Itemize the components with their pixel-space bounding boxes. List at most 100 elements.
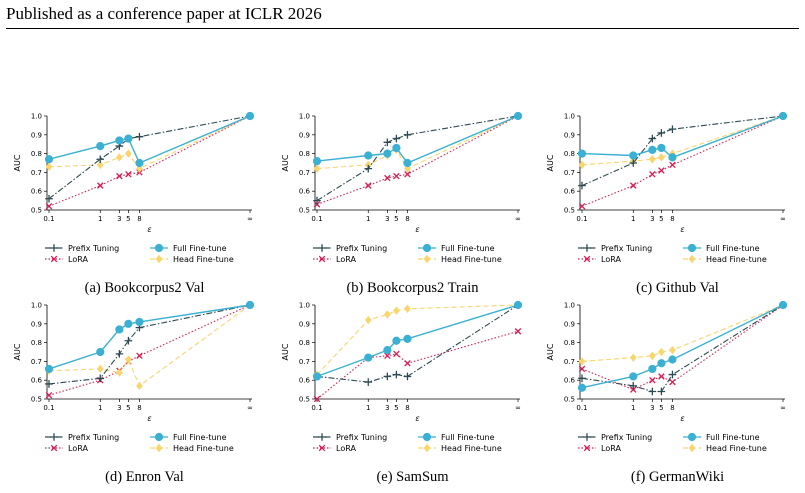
series-lora	[45, 301, 254, 399]
x-tick-label: 3	[385, 404, 389, 412]
y-tick-label: 0.7	[564, 358, 575, 366]
series-line	[48, 115, 251, 170]
marker-plus	[578, 181, 586, 190]
marker-x	[583, 255, 591, 263]
marker-plus	[578, 374, 586, 383]
marker-x	[125, 171, 132, 178]
legend-label: Head Fine-tune	[706, 444, 767, 453]
marker-plus	[629, 382, 638, 390]
y-tick-label: 0.7	[564, 169, 575, 177]
marker-x	[649, 376, 656, 384]
series-head-fine-tune	[578, 300, 787, 366]
series-line	[48, 304, 251, 396]
y-axis-label: AUC	[281, 343, 290, 360]
x-tick-label: 5	[659, 215, 663, 223]
marker-x	[404, 171, 411, 178]
y-tick-label: 0.9	[564, 131, 575, 139]
x-tick-label: 1	[366, 215, 370, 223]
marker-diamond	[45, 162, 53, 171]
marker-circle	[115, 136, 124, 145]
marker-x	[318, 444, 326, 452]
marker-diamond	[669, 345, 676, 355]
marker-plus	[629, 159, 638, 167]
legend-entry: LoRA	[45, 255, 88, 264]
marker-circle	[115, 325, 124, 334]
legend: Prefix Tuning Full Fine-tune LoRA Head Fine…	[45, 432, 234, 453]
x-tick-label: 1	[366, 404, 370, 412]
y-axis-label: AUC	[13, 343, 22, 360]
x-tick-label: 8	[137, 404, 141, 412]
x-tick-label: 0.1	[311, 404, 322, 412]
marker-diamond	[688, 443, 696, 453]
marker-plus	[648, 387, 657, 396]
marker-diamond	[364, 315, 372, 325]
y-tick-label: 0.8	[31, 339, 42, 347]
series-lora	[578, 301, 787, 393]
marker-plus	[364, 378, 373, 386]
chart-caption: (b) Bookcorpus2 Train	[346, 280, 479, 296]
x-tick-label: ∞	[247, 215, 253, 223]
y-tick-label: 1.0	[299, 113, 310, 121]
legend-label: Prefix Tuning	[601, 244, 652, 253]
marker-circle	[422, 243, 432, 253]
x-tick-label: 3	[650, 215, 654, 223]
series-prefix-tuning	[45, 112, 254, 203]
marker-x	[313, 395, 321, 403]
y-tick-label: 0.8	[299, 150, 310, 158]
series-line	[581, 304, 784, 393]
series-line	[581, 304, 784, 391]
marker-circle	[154, 243, 164, 253]
x-tick-label: 1	[98, 215, 102, 223]
marker-circle	[392, 336, 401, 345]
x-tick-label: ∞	[515, 215, 521, 223]
marker-circle	[403, 334, 412, 343]
y-tick-label: 0.9	[564, 320, 575, 328]
series-head-fine-tune	[45, 111, 254, 173]
x-tick-label: 5	[126, 215, 130, 223]
series-line	[48, 304, 251, 387]
marker-plus	[392, 370, 401, 379]
legend-entry: LoRA	[578, 444, 621, 453]
legend-label: Prefix Tuning	[336, 433, 387, 442]
marker-plus	[668, 370, 677, 379]
marker-plus	[50, 433, 58, 441]
marker-circle	[383, 346, 392, 355]
marker-circle	[668, 153, 677, 162]
series-lora	[578, 112, 787, 210]
marker-circle	[245, 300, 255, 310]
x-tick-label: 5	[394, 215, 398, 223]
marker-circle	[312, 157, 322, 166]
y-tick-label: 0.9	[299, 131, 310, 139]
marker-x	[45, 202, 53, 210]
legend: Prefix Tuning Full Fine-tune LoRA Head Fine…	[313, 432, 502, 453]
marker-circle	[629, 372, 638, 381]
marker-plus	[383, 372, 392, 381]
marker-x	[649, 171, 656, 178]
y-tick-label: 0.8	[31, 150, 42, 158]
marker-circle	[135, 158, 144, 168]
marker-diamond	[648, 155, 656, 164]
marker-plus	[313, 196, 321, 205]
marker-plus	[45, 380, 53, 388]
marker-diamond	[658, 347, 665, 357]
series-line	[581, 304, 784, 362]
marker-circle	[648, 145, 657, 154]
marker-circle	[577, 149, 587, 158]
y-tick-label: 1.0	[31, 302, 42, 310]
marker-circle	[668, 355, 677, 364]
y-tick-label: 0.5	[31, 396, 42, 404]
legend-label: LoRA	[601, 444, 621, 453]
chart-caption: (c) Github Val	[636, 280, 719, 296]
legend-entry: Prefix Tuning	[578, 433, 652, 442]
y-tick-label: 0.7	[299, 169, 310, 177]
legend-label: LoRA	[336, 255, 356, 264]
legend-entry: LoRA	[45, 444, 88, 453]
legend-entry: Prefix Tuning	[45, 433, 119, 442]
legend-entry: Head Fine-tune	[683, 254, 767, 264]
y-tick-label: 1.0	[31, 113, 42, 121]
legend-label: Prefix Tuning	[68, 244, 119, 253]
marker-circle	[513, 111, 523, 121]
marker-plus	[124, 336, 133, 345]
legend-entry: Prefix Tuning	[313, 244, 387, 253]
legend-entry: LoRA	[578, 255, 621, 264]
